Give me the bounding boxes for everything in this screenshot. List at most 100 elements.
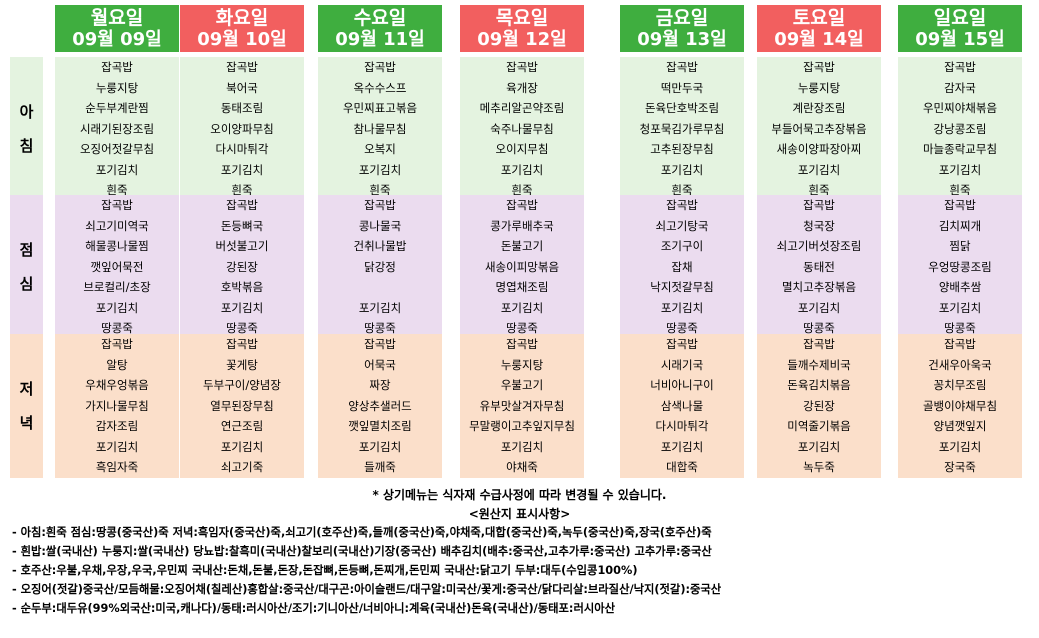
menu-item: 우엉땅콩조림 xyxy=(928,259,992,274)
menu-item: 포기김치 xyxy=(500,300,544,315)
menu-item: 잡곡밥 xyxy=(506,337,538,351)
menu-item: 오징어젓갈무침 xyxy=(79,142,155,156)
menu-item: 다시마튀각 xyxy=(215,142,269,156)
day-name: 금요일 xyxy=(655,6,709,29)
origin-line: - 순두부:대두유(99%외국산:미국,캐나다)/동태:러시아산/조기:기니아산… xyxy=(12,602,616,615)
menu-item: 두부구이/양념장 xyxy=(203,378,281,392)
menu-item: 브로컬리/초장 xyxy=(83,280,151,294)
menu-item: 마늘종락교무침 xyxy=(922,142,998,156)
menu-item: 낙지젓갈무침 xyxy=(650,280,714,294)
menu-item: 포기김치 xyxy=(220,162,264,177)
menu-item: 잡곡밥 xyxy=(803,60,835,74)
origin-line: - 아침:흰죽 점심:땅콩(중국산)죽 저녁:흑임자(중국산)죽,쇠고기(호주산… xyxy=(12,526,712,539)
menu-item: 쇠고기버섯장조림 xyxy=(776,239,862,253)
menu-item: 청국장 xyxy=(803,218,835,233)
menu-item: 오이지무침 xyxy=(495,142,549,156)
menu-cell-dinner: 잡곡밥 알탕 우채우엉볶음 가지나물무침 감자조림 포기김치 흑임자죽 xyxy=(55,334,179,478)
menu-grid: 아 침 점 심 저 녁 월요일 09월 09일 잡곡밥 누룽지탕 순두부계란찜 시래기된장조림 오징어젓… xyxy=(10,5,1022,478)
menu-item: 땅콩죽 xyxy=(666,321,698,335)
menu-item: 새송이피망볶음 xyxy=(484,259,560,274)
menu-item: 청포묵김가루무침 xyxy=(639,121,725,136)
menu-item: 숙주나물무침 xyxy=(490,121,554,136)
menu-item: 감자국 xyxy=(944,80,976,95)
menu-item: 포기김치 xyxy=(938,162,982,177)
menu-item: 부들어묵고추장볶음 xyxy=(771,121,867,136)
menu-item: 흰죽 xyxy=(511,183,533,197)
menu-item: 연근조림 xyxy=(220,419,264,433)
menu-item: 흰죽 xyxy=(106,183,128,197)
menu-item: 잡곡밥 xyxy=(226,337,258,351)
menu-item: 땅콩죽 xyxy=(803,321,835,335)
menu-item: 건취나물밥 xyxy=(353,239,407,253)
origin-line: - 호주산:우불,우채,우장,우국,우민찌 국내산:돈채,돈불,돈장,돈잡뼈,돈… xyxy=(12,564,638,577)
day-name: 토요일 xyxy=(792,6,846,29)
meal-label-char: 아 xyxy=(19,102,34,121)
origin-title: <원산지 표시사항> xyxy=(468,507,571,521)
meal-label-char: 침 xyxy=(19,136,34,155)
menu-cell-dinner: 잡곡밥 시래기국 너비아니구이 삼색나물 다시마튀각 포기김치 대합죽 xyxy=(620,334,744,478)
menu-item: 포기김치 xyxy=(95,300,139,315)
day-header: 수요일 09월 11일 xyxy=(318,5,442,52)
menu-item: 들깨죽 xyxy=(364,460,396,474)
day-header: 토요일 09월 14일 xyxy=(757,5,881,52)
menu-item: 깻잎멸치조림 xyxy=(348,419,412,433)
menu-item: 잡곡밥 xyxy=(506,60,538,74)
menu-item: 강낭콩조림 xyxy=(933,121,987,136)
day-date: 09월 09일 xyxy=(72,28,162,50)
menu-item: 잡곡밥 xyxy=(944,198,976,212)
day-header: 월요일 09월 09일 xyxy=(55,5,179,52)
menu-item: 쇠고기죽 xyxy=(220,460,264,474)
menu-item: 멸치고추장볶음 xyxy=(781,280,857,294)
meal-label-char: 심 xyxy=(19,274,34,293)
menu-item: 포기김치 xyxy=(797,439,841,454)
menu-item: 미역줄기볶음 xyxy=(787,419,851,433)
menu-item: 유부맛살겨자무침 xyxy=(479,398,565,413)
menu-cell-lunch: 잡곡밥 청국장 쇠고기버섯장조림 동태전 멸치고추장볶음 포기김치 땅콩죽 xyxy=(757,195,881,339)
menu-item: 콩나물국 xyxy=(358,218,402,233)
meal-label-char: 점 xyxy=(19,240,34,259)
menu-item: 호박볶음 xyxy=(220,280,264,294)
menu-cell-breakfast: 잡곡밥 육개장 메추리알곤약조림 숙주나물무침 오이지무침 포기김치 흰죽 xyxy=(460,57,584,201)
menu-item: 떡만두국 xyxy=(660,80,704,95)
menu-item: 녹두죽 xyxy=(803,460,835,474)
menu-item: 양념깻잎지 xyxy=(933,419,987,433)
menu-item: 잡곡밥 xyxy=(226,198,258,212)
menu-item: 돈불고기 xyxy=(500,239,544,253)
menu-item: 포기김치 xyxy=(660,439,704,454)
menu-item: 포기김치 xyxy=(220,300,264,315)
menu-cell-breakfast: 잡곡밥 북어국 동태조림 오이양파무침 다시마튀각 포기김치 흰죽 xyxy=(180,57,304,201)
meal-label-char: 저 xyxy=(19,379,34,398)
day-date: 09월 11일 xyxy=(335,28,425,50)
menu-item: 포기김치 xyxy=(938,439,982,454)
menu-item: 가지나물무침 xyxy=(85,398,149,413)
menu-item: 우채우엉볶음 xyxy=(85,378,149,392)
menu-item: 흰죽 xyxy=(369,183,391,197)
menu-item: 흰죽 xyxy=(231,183,253,197)
menu-item: 동태조림 xyxy=(220,101,264,115)
menu-cell-breakfast: 잡곡밥 누룽지탕 계란장조림 부들어묵고추장볶음 새송이양파장아찌 포기김치 흰죽 xyxy=(757,57,881,201)
menu-item: 찜닭 xyxy=(949,239,971,253)
menu-item: 무말랭이고추잎지무침 xyxy=(469,419,575,433)
menu-item: 조기구이 xyxy=(660,239,704,253)
menu-item: 흰죽 xyxy=(949,183,971,197)
menu-item: 잡곡밥 xyxy=(666,198,698,212)
menu-cell-breakfast: 잡곡밥 감자국 우민찌야채볶음 강낭콩조림 마늘종락교무침 포기김치 흰죽 xyxy=(898,57,1022,201)
menu-item: 포기김치 xyxy=(500,439,544,454)
menu-cell-dinner: 잡곡밥 어묵국 짜장 양상추샐러드 깻잎멸치조림 포기김치 들깨죽 xyxy=(318,334,442,478)
day-date: 09월 14일 xyxy=(774,28,864,50)
menu-item: 오이양파무침 xyxy=(210,121,274,136)
menu-item: 돈육김치볶음 xyxy=(787,378,851,392)
menu-cell-lunch: 잡곡밥 쇠고기탕국 조기구이 잡채 낙지젓갈무침 포기김치 땅콩죽 xyxy=(620,195,744,339)
menu-item: 오복지 xyxy=(364,142,396,156)
menu-item: 해물콩나물찜 xyxy=(85,239,149,253)
menu-cell-dinner: 잡곡밥 꽃게탕 두부구이/양념장 열무된장무침 연근조림 포기김치 쇠고기죽 xyxy=(180,334,304,478)
menu-item: 들깨수제비국 xyxy=(787,357,851,372)
menu-item: 포기김치 xyxy=(95,162,139,177)
menu-item: 야채죽 xyxy=(506,460,538,474)
menu-item: 꽃게탕 xyxy=(226,357,258,372)
menu-item: 우민찌표고볶음 xyxy=(342,101,418,115)
menu-item: 너비아니구이 xyxy=(650,378,714,392)
menu-item: 잡곡밥 xyxy=(364,198,396,212)
